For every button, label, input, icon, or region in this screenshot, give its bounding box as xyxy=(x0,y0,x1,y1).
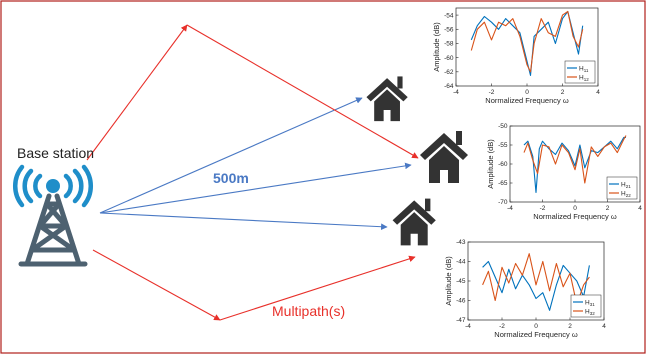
x-tick-label: 2 xyxy=(561,89,565,96)
legend-entry: H32 xyxy=(585,308,595,316)
x-axis-label: Normalized Frequency ω xyxy=(485,96,569,105)
x-tick-label: 4 xyxy=(602,323,606,330)
x-tick-label: -2 xyxy=(499,323,505,330)
x-axis-label: Normalized Frequency ω xyxy=(494,330,578,339)
y-tick-label: -50 xyxy=(498,123,508,130)
x-tick-label: -2 xyxy=(540,205,546,212)
series-line-H32 xyxy=(482,253,590,305)
house-icon xyxy=(366,76,408,122)
legend-entry: H21 xyxy=(621,181,631,189)
legend-entry: H11 xyxy=(579,65,589,73)
y-tick-label: -60 xyxy=(498,161,508,168)
y-axis-label: Amplitude (dB) xyxy=(444,256,453,306)
series-line-H31 xyxy=(482,260,590,311)
multipath-up xyxy=(86,24,188,161)
series-line-H12 xyxy=(470,10,584,73)
y-tick-label: -44 xyxy=(456,259,466,266)
multipath-reflected-house-2 xyxy=(186,24,419,159)
y-tick-label: -55 xyxy=(498,142,508,149)
y-tick-label: -54 xyxy=(444,12,454,19)
y-tick-label: -62 xyxy=(444,69,454,76)
legend-entry: H12 xyxy=(579,74,589,82)
x-tick-label: 2 xyxy=(568,323,572,330)
multipath-reflected-house-3 xyxy=(219,255,416,321)
y-tick-label: -45 xyxy=(456,278,466,285)
y-tick-label: -60 xyxy=(444,55,454,62)
multipaths xyxy=(86,24,419,321)
y-tick-label: -70 xyxy=(498,199,508,206)
x-tick-label: 0 xyxy=(534,323,538,330)
x-tick-label: 4 xyxy=(638,205,642,212)
multipath-down xyxy=(92,249,221,321)
y-axis-label: Amplitude (dB) xyxy=(432,22,441,72)
x-tick-label: -4 xyxy=(453,89,459,96)
house-icon xyxy=(392,198,436,246)
x-tick-label: -4 xyxy=(507,205,513,212)
y-axis-label: Amplitude (dB) xyxy=(486,139,495,189)
series-line-H22 xyxy=(523,135,627,184)
legend-entry: H22 xyxy=(621,190,631,198)
x-tick-label: 4 xyxy=(596,89,600,96)
distance-label: 500m xyxy=(213,170,249,186)
x-tick-label: 0 xyxy=(573,205,577,212)
series-line-H21 xyxy=(523,136,626,194)
chart-h3: -4 -2 0 2 4 -43 -44 -45 -46 -47 Normalized Frequen… xyxy=(444,239,606,339)
direct-paths xyxy=(99,97,412,231)
multipath-label: Multipath(s) xyxy=(272,303,346,319)
direct-path-house-2 xyxy=(99,162,412,214)
direct-path-house-1 xyxy=(99,97,363,214)
x-tick-label: -2 xyxy=(489,89,495,96)
x-axis-label: Normalized Frequency ω xyxy=(533,212,617,221)
direct-path-house-3 xyxy=(99,212,388,231)
antenna-tower-icon xyxy=(12,164,94,267)
x-tick-label: -4 xyxy=(465,323,471,330)
chart-h2: -4 -2 0 2 4 -50 -55 -60 -65 -70 Normalized Frequen… xyxy=(486,123,642,221)
y-tick-label: -46 xyxy=(456,298,466,305)
base-station-label: Base station xyxy=(17,145,95,161)
y-tick-label: -56 xyxy=(444,26,454,33)
x-tick-label: 2 xyxy=(606,205,610,212)
y-tick-label: -65 xyxy=(498,180,508,187)
y-tick-label: -64 xyxy=(444,83,454,90)
legend-entry: H31 xyxy=(585,299,595,307)
chart-h1: -4 -2 0 2 4 -54 -56 -58 -60 -62 -64 Normalized Freq… xyxy=(432,7,600,105)
y-tick-label: -47 xyxy=(456,317,466,324)
y-tick-label: -43 xyxy=(456,239,466,246)
x-tick-label: 0 xyxy=(525,89,529,96)
y-tick-label: -58 xyxy=(444,41,454,48)
house-icon xyxy=(420,131,468,183)
